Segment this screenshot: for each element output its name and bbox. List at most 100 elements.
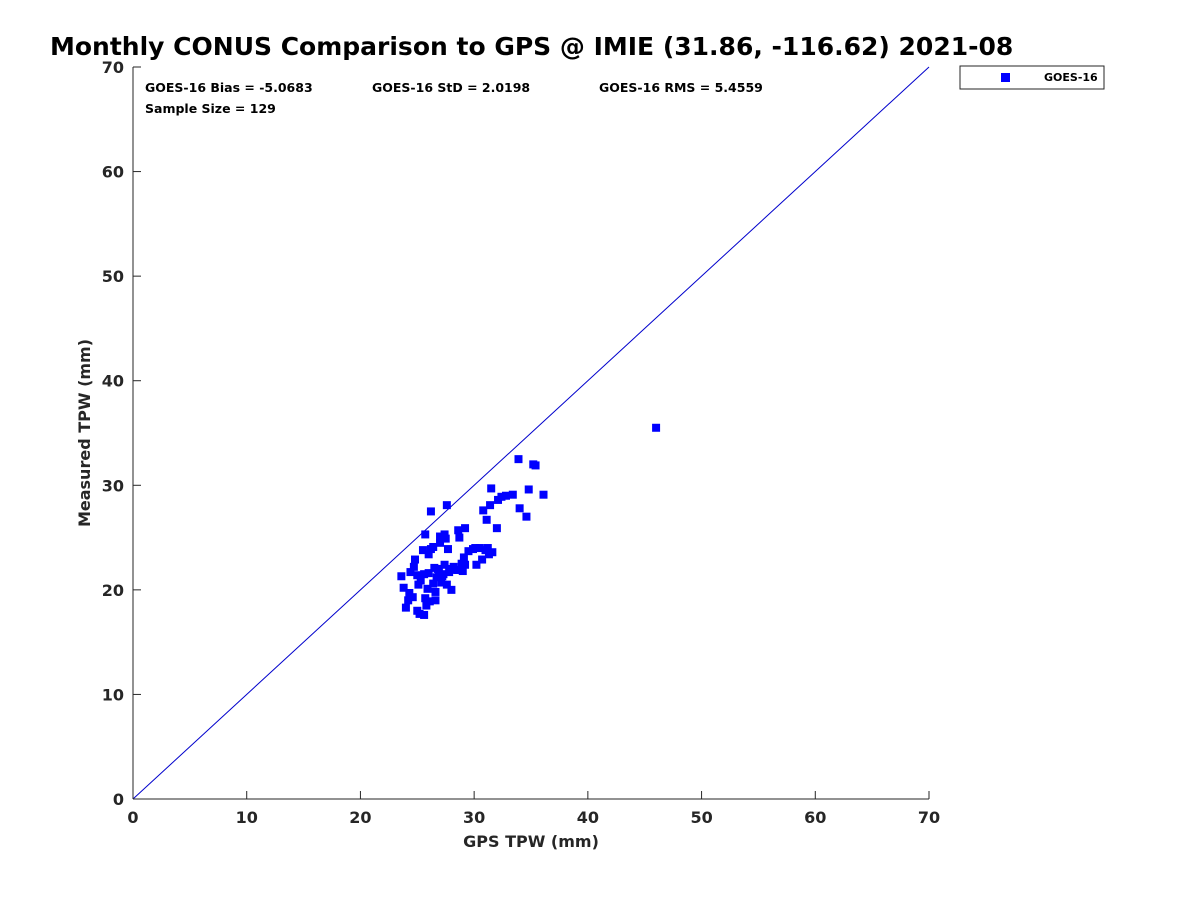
data-point xyxy=(429,542,438,551)
data-point xyxy=(479,506,488,515)
legend-label: GOES-16 xyxy=(1044,71,1098,84)
legend-marker xyxy=(1001,73,1010,82)
x-tick-label: 60 xyxy=(804,808,826,827)
data-point xyxy=(447,585,456,594)
x-tick-label: 50 xyxy=(690,808,712,827)
y-tick-label: 70 xyxy=(102,58,124,77)
data-point xyxy=(399,583,408,592)
data-point xyxy=(401,603,410,612)
data-point xyxy=(454,526,463,535)
data-point xyxy=(492,524,501,533)
data-point xyxy=(424,550,433,559)
data-point xyxy=(440,560,449,569)
data-point xyxy=(652,423,661,432)
data-point xyxy=(514,455,523,464)
data-point xyxy=(453,565,462,574)
data-point xyxy=(515,504,524,513)
stat-bias: GOES-16 Bias = -5.0683 xyxy=(145,80,313,95)
y-tick-label: 10 xyxy=(102,685,124,704)
data-point xyxy=(524,485,533,494)
data-point xyxy=(411,555,420,564)
stat-sample-size: Sample Size = 129 xyxy=(145,101,276,116)
data-point xyxy=(459,553,468,562)
stat-rms: GOES-16 RMS = 5.4559 xyxy=(599,80,763,95)
data-point xyxy=(431,596,440,605)
data-point xyxy=(461,524,470,533)
data-point xyxy=(442,580,451,589)
data-point xyxy=(501,491,510,500)
data-point xyxy=(420,610,429,619)
x-tick-label: 70 xyxy=(918,808,940,827)
data-point xyxy=(522,512,531,521)
data-point xyxy=(422,601,431,610)
x-tick-label: 30 xyxy=(463,808,485,827)
data-point xyxy=(486,501,495,510)
data-point xyxy=(421,594,430,603)
data-point xyxy=(471,544,480,553)
x-axis-label: GPS TPW (mm) xyxy=(463,832,599,851)
data-point xyxy=(458,567,467,576)
x-tick-label: 0 xyxy=(127,808,138,827)
data-point xyxy=(475,544,484,553)
data-point xyxy=(482,515,491,524)
x-tick-label: 10 xyxy=(236,808,258,827)
x-tick-label: 40 xyxy=(577,808,599,827)
data-point xyxy=(424,569,433,578)
data-point xyxy=(437,578,446,587)
data-point xyxy=(488,548,497,557)
chart-title: Monthly CONUS Comparison to GPS @ IMIE (… xyxy=(50,32,1013,61)
y-axis-label: Measured TPW (mm) xyxy=(75,339,94,527)
x-ticks: 0 10 20 30 40 50 60 70 xyxy=(127,791,940,827)
data-point xyxy=(418,546,427,555)
data-point xyxy=(531,461,540,470)
y-ticks: 0 10 20 30 40 50 60 70 xyxy=(102,58,141,809)
data-point xyxy=(483,544,492,553)
data-point xyxy=(455,533,464,542)
y-tick-label: 40 xyxy=(102,372,124,391)
y-tick-label: 30 xyxy=(102,476,124,495)
data-point xyxy=(508,490,517,499)
data-point xyxy=(404,596,413,605)
stat-std: GOES-16 StD = 2.0198 xyxy=(372,80,530,95)
data-point xyxy=(408,593,417,602)
data-point xyxy=(413,571,422,580)
reference-line xyxy=(132,66,930,800)
legend: GOES-16 xyxy=(959,65,1105,90)
data-point xyxy=(441,534,450,543)
legend-box xyxy=(959,65,1105,90)
y-tick-label: 50 xyxy=(102,267,124,286)
data-point xyxy=(397,572,406,581)
data-points xyxy=(397,423,661,619)
data-point xyxy=(421,530,430,539)
data-point xyxy=(414,580,423,589)
data-point xyxy=(439,570,448,579)
data-point xyxy=(440,530,449,539)
data-point xyxy=(431,587,440,596)
data-point xyxy=(423,584,432,593)
y-tick-label: 60 xyxy=(102,163,124,182)
data-point xyxy=(443,545,452,554)
data-point xyxy=(464,547,473,556)
data-point xyxy=(415,609,424,618)
data-point xyxy=(406,568,415,577)
data-point xyxy=(497,492,506,501)
data-point xyxy=(420,570,429,579)
data-point xyxy=(405,588,414,597)
y-tick-label: 0 xyxy=(113,790,124,809)
data-point xyxy=(436,538,445,547)
data-point xyxy=(442,501,451,510)
data-point xyxy=(409,562,418,571)
data-point xyxy=(426,507,435,516)
y-tick-label: 20 xyxy=(102,581,124,600)
data-point xyxy=(416,576,425,585)
data-point xyxy=(425,597,434,606)
data-point xyxy=(461,560,470,569)
data-point xyxy=(432,573,441,582)
data-point xyxy=(472,560,481,569)
data-point xyxy=(429,579,438,588)
data-point xyxy=(539,490,548,499)
data-point xyxy=(487,484,496,493)
data-point xyxy=(436,532,445,541)
data-point xyxy=(434,567,443,576)
